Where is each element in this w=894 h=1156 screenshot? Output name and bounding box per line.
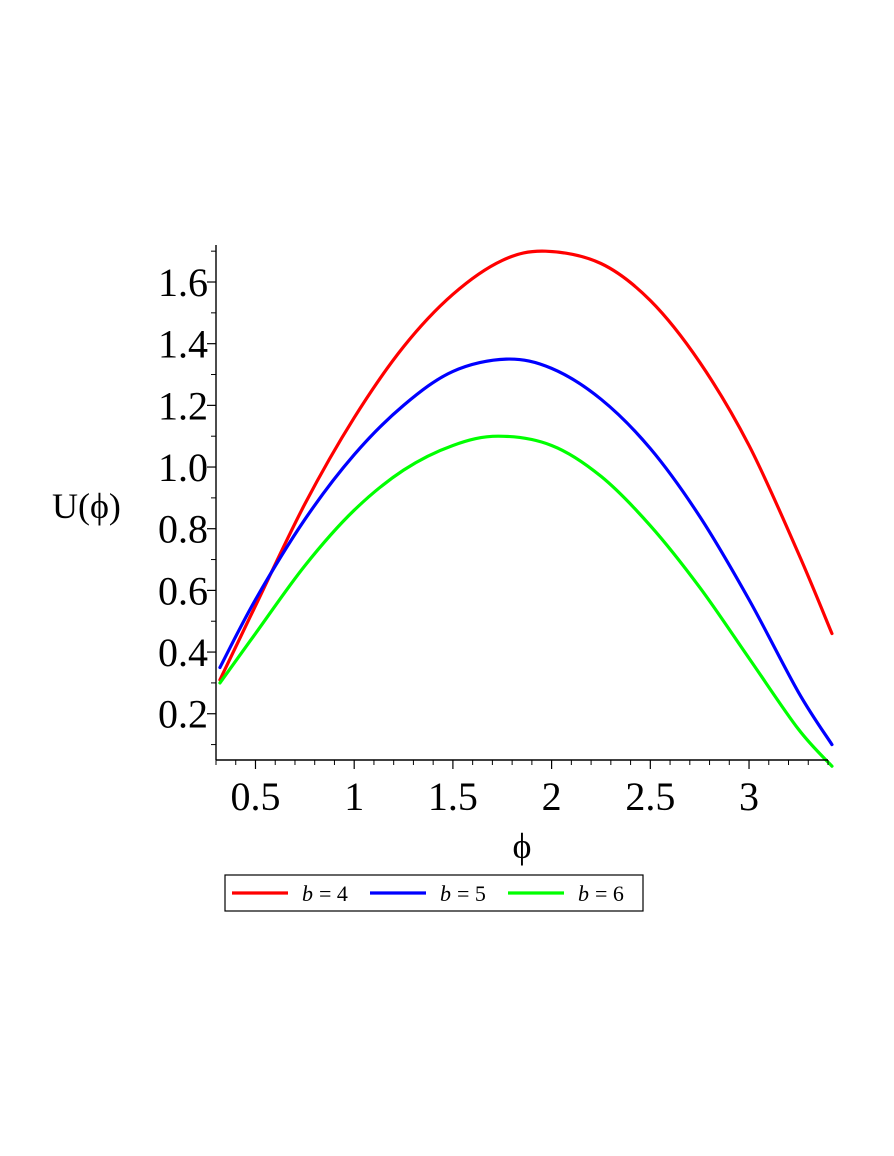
legend-box [224,874,644,912]
legend-entry-b4: b = 4 [232,881,348,906]
x-tick-label: 1 [344,774,364,819]
labels-layer: 0.5 1 1.5 2 2.5 3 0.2 0.4 0.6 0.8 1.0 1.2 1.4 1.6 [158,260,759,819]
legend-label: b = 6 [578,881,624,906]
series-layer [218,249,834,768]
legend: b = 4 b = 5 b = 6 [224,874,644,912]
x-tick-label: 0.5 [230,774,280,819]
series-line-b5 [218,357,834,747]
y-tick-label: 1.4 [158,322,208,367]
y-tick-label: 1.0 [158,445,208,490]
y-axis-title: U(ϕ) [52,486,121,526]
legend-label-value: = 6 [595,881,624,906]
x-tick-label: 2 [542,774,562,819]
series-line-b4 [218,249,834,682]
x-tick-label: 2.5 [625,774,675,819]
x-axis-title: ϕ [513,826,532,866]
legend-label-var: b [578,881,589,906]
legend-label-value: = 4 [319,881,348,906]
y-tick-label: 0.8 [158,507,208,552]
ticks-layer [207,250,829,769]
legend-label-value: = 5 [457,881,486,906]
legend-label: b = 4 [302,881,348,906]
y-tick-label: 0.2 [158,692,208,737]
y-tick-label: 1.2 [158,383,208,428]
legend-label-var: b [440,881,451,906]
legend-entry-b6: b = 6 [508,881,624,906]
series-line-b6 [218,434,834,768]
y-tick-label: 0.6 [158,568,208,613]
y-tick-label: 1.6 [158,260,208,305]
y-tick-label: 0.4 [158,630,208,675]
x-tick-label: 1.5 [428,774,478,819]
legend-label: b = 5 [440,881,486,906]
legend-label-var: b [302,881,313,906]
legend-entry-b5: b = 5 [370,881,486,906]
axes-layer [215,245,828,761]
x-tick-label: 3 [739,774,759,819]
